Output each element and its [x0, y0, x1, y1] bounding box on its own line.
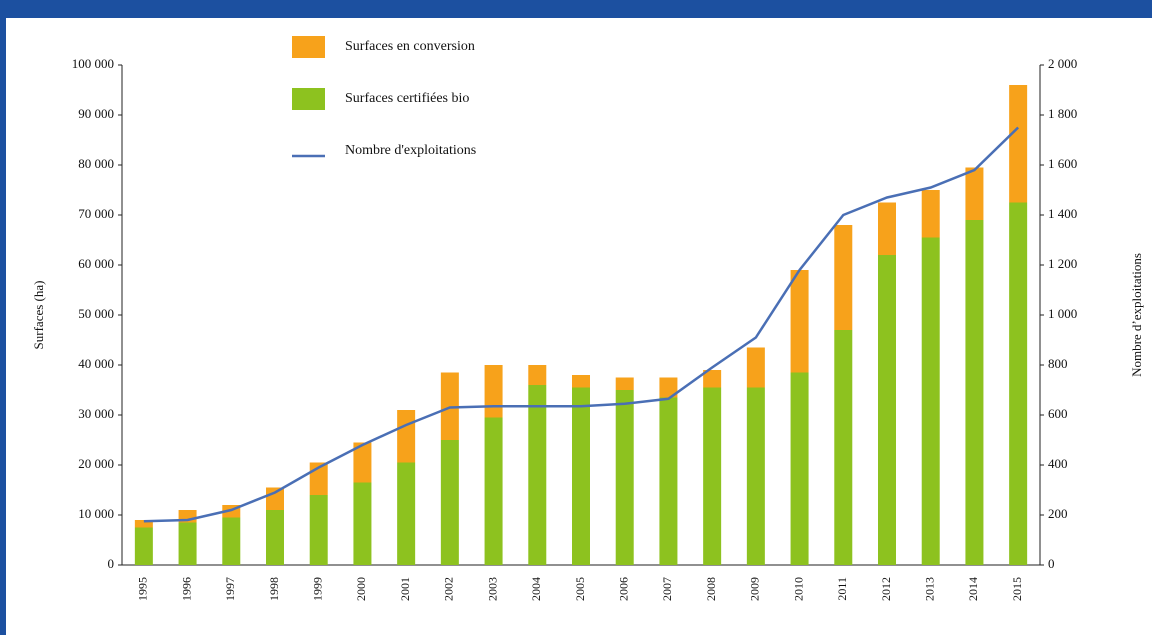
- bar: [965, 167, 984, 220]
- y-tick-label: 50 000: [78, 306, 114, 321]
- header-band: [0, 0, 1152, 18]
- bar: [484, 365, 503, 418]
- y-tick-label: 70 000: [78, 206, 114, 221]
- x-tick-label: 2015: [1010, 577, 1024, 601]
- x-tick-label: 1997: [223, 577, 237, 601]
- y2-tick-label: 800: [1048, 356, 1068, 371]
- y2-axis-title: Nombre d’exploitations: [1129, 253, 1144, 377]
- y-tick-label: 0: [108, 556, 115, 571]
- bar: [1009, 85, 1028, 203]
- legend-swatch: [292, 88, 325, 110]
- left-border: [0, 0, 6, 635]
- y2-tick-label: 600: [1048, 406, 1068, 421]
- legend-label: Surfaces certifiées bio: [345, 91, 469, 106]
- x-tick-label: 1995: [136, 577, 150, 601]
- y-tick-label: 80 000: [78, 156, 114, 171]
- y2-tick-label: 1 400: [1048, 206, 1077, 221]
- x-tick-label: 2005: [573, 577, 587, 601]
- y2-tick-label: 1 000: [1048, 306, 1077, 321]
- y2-tick-label: 200: [1048, 506, 1068, 521]
- y2-tick-label: 400: [1048, 456, 1068, 471]
- x-tick-label: 2002: [442, 577, 456, 601]
- x-tick-label: 2013: [922, 577, 936, 601]
- bar: [659, 397, 678, 565]
- bar: [790, 372, 809, 565]
- y-tick-label: 90 000: [78, 106, 114, 121]
- bar: [921, 190, 940, 238]
- bar: [878, 255, 896, 565]
- bar: [746, 387, 765, 565]
- bar: [615, 390, 634, 565]
- x-tick-label: 2014: [966, 577, 980, 601]
- bar: [353, 442, 372, 483]
- bar: [440, 440, 459, 565]
- x-tick-label: 2003: [485, 577, 499, 601]
- bar: [834, 330, 853, 565]
- y2-tick-label: 1 600: [1048, 156, 1077, 171]
- bar: [484, 417, 503, 565]
- x-tick-label: 1999: [310, 577, 324, 601]
- y2-tick-label: 0: [1048, 556, 1055, 571]
- x-tick-label: 2007: [660, 577, 674, 601]
- bar: [878, 202, 896, 255]
- x-tick-label: 2001: [398, 577, 412, 601]
- bar: [965, 220, 984, 565]
- bar: [1009, 202, 1028, 565]
- bar: [572, 375, 590, 388]
- bar: [703, 370, 722, 388]
- bar: [222, 517, 241, 565]
- y-tick-label: 10 000: [78, 506, 114, 521]
- x-tick-label: 2011: [835, 577, 849, 601]
- bar: [178, 522, 197, 565]
- x-tick-label: 2004: [529, 577, 543, 601]
- bar: [528, 385, 547, 565]
- bar: [266, 510, 284, 565]
- y2-tick-label: 1 800: [1048, 106, 1077, 121]
- bar: [266, 487, 284, 510]
- y-tick-label: 100 000: [72, 56, 114, 71]
- bar: [703, 387, 722, 565]
- x-tick-label: 2012: [879, 577, 893, 601]
- bar: [921, 237, 940, 565]
- legend-label: Surfaces en conversion: [345, 39, 475, 54]
- bar: [834, 225, 853, 330]
- bar: [397, 462, 416, 565]
- x-tick-label: 1996: [179, 577, 193, 601]
- x-tick-label: 2008: [704, 577, 718, 601]
- x-tick-label: 2006: [616, 577, 630, 601]
- bar: [659, 377, 678, 398]
- x-tick-label: 2009: [748, 577, 762, 601]
- bar: [309, 495, 328, 565]
- legend-swatch: [292, 36, 325, 58]
- y2-tick-label: 2 000: [1048, 56, 1077, 71]
- legend-label: Nombre d'exploitations: [345, 143, 476, 158]
- bar: [746, 347, 765, 388]
- y-tick-label: 30 000: [78, 406, 114, 421]
- bar: [572, 387, 590, 565]
- x-tick-label: 1998: [267, 577, 281, 601]
- bar: [353, 482, 372, 565]
- bar: [615, 377, 634, 390]
- bar: [528, 365, 547, 385]
- y2-tick-label: 1 200: [1048, 256, 1077, 271]
- bar: [790, 270, 809, 373]
- line-series: [143, 126, 1020, 523]
- bar: [134, 520, 153, 528]
- bar: [134, 527, 153, 565]
- y-tick-label: 20 000: [78, 456, 114, 471]
- y-tick-label: 40 000: [78, 356, 114, 371]
- y-tick-label: 60 000: [78, 256, 114, 271]
- x-tick-label: 2000: [354, 577, 368, 601]
- x-tick-label: 2010: [791, 577, 805, 601]
- y-axis-title: Surfaces (ha): [31, 281, 46, 350]
- bar: [397, 410, 416, 463]
